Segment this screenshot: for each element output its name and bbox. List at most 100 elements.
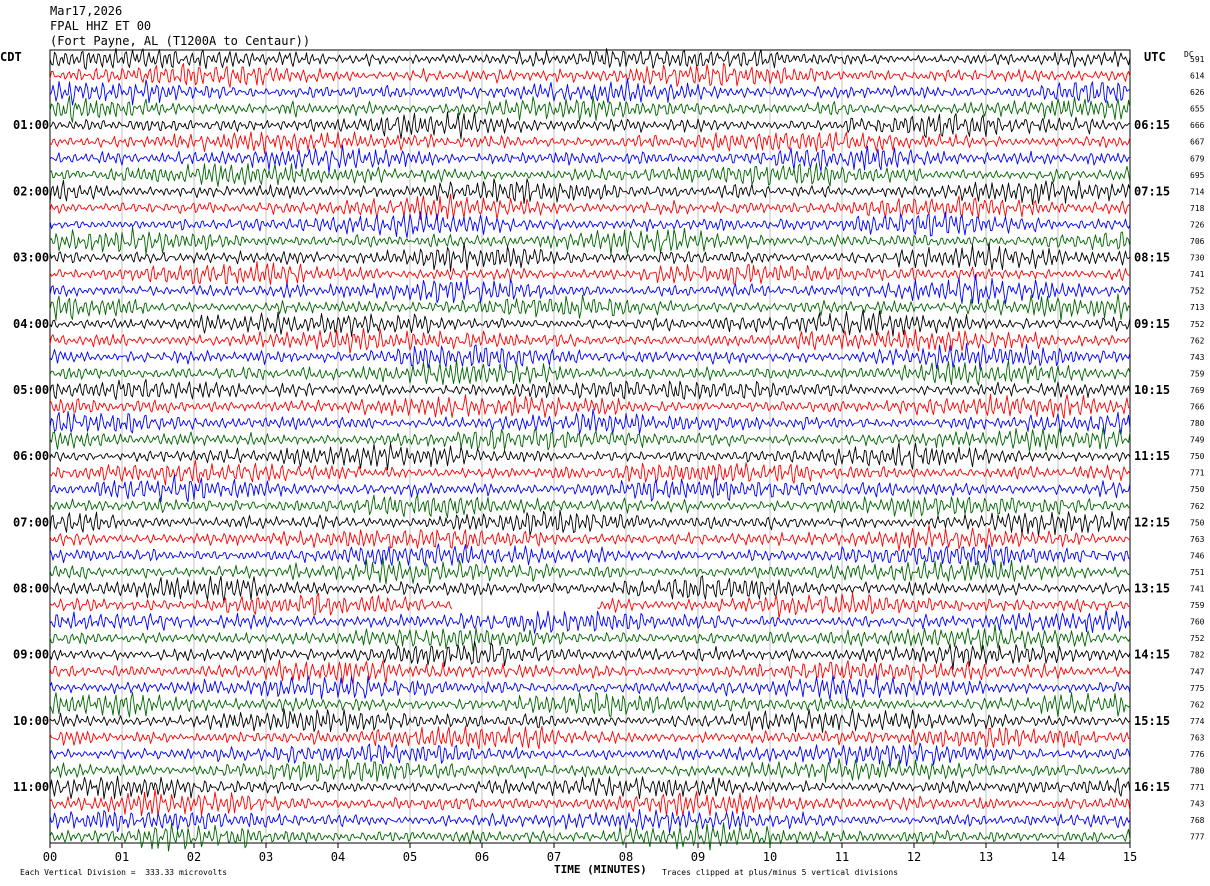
seismic-trace [49, 557, 1131, 585]
x-tick-label: 14 [1051, 850, 1065, 864]
x-tick-label: 15 [1123, 850, 1137, 864]
left-time-label: 04:00 [13, 317, 49, 331]
seismic-trace [49, 609, 1131, 634]
seismic-trace [49, 62, 1131, 88]
dc-offset-label: 591 [1190, 55, 1205, 64]
right-time-label: 11:15 [1134, 449, 1170, 463]
seismic-trace [49, 162, 1131, 187]
dc-header-label: DC [1184, 50, 1194, 59]
seismic-trace [49, 242, 1131, 272]
seismic-trace [49, 261, 1131, 286]
right-time-label: 13:15 [1134, 582, 1170, 596]
dc-offset-label: 759 [1190, 369, 1205, 378]
dc-offset-label: 771 [1190, 783, 1205, 792]
seismic-trace [49, 673, 1131, 701]
right-time-label: 12:15 [1134, 515, 1170, 529]
seismic-trace [49, 144, 1131, 174]
dc-offset-label: 780 [1190, 767, 1205, 776]
seismic-trace [49, 131, 1131, 154]
seismic-trace [49, 273, 1131, 305]
left-time-label: 11:00 [13, 780, 49, 794]
seismic-trace [49, 742, 1131, 769]
dc-offset-label: 713 [1190, 303, 1205, 312]
seismic-trace [49, 788, 1131, 817]
seismic-trace [49, 95, 1131, 123]
dc-offset-label: 706 [1190, 237, 1205, 246]
left-time-label: 07:00 [13, 515, 49, 529]
seismic-trace [49, 708, 1131, 733]
right-time-label: 14:15 [1134, 648, 1170, 662]
dc-offset-label: 749 [1190, 436, 1205, 445]
seismic-trace [49, 494, 1131, 519]
x-tick-label: 13 [979, 850, 993, 864]
dc-offset-label: 769 [1190, 386, 1205, 395]
x-tick-label: 06 [475, 850, 489, 864]
dc-offset-label: 626 [1190, 88, 1205, 97]
dc-offset-label: 747 [1190, 667, 1205, 676]
dc-offset-label: 763 [1190, 733, 1205, 742]
dc-offset-label: 776 [1190, 750, 1205, 759]
dc-offset-label: 718 [1190, 204, 1205, 213]
x-tick-label: 04 [331, 850, 345, 864]
header-location: (Fort Payne, AL (T1200A to Centaur)) [50, 34, 311, 48]
seismic-trace [49, 808, 1131, 834]
clip-note: Traces clipped at plus/minus 5 vertical … [662, 868, 899, 877]
x-tick-label: 08 [619, 850, 633, 864]
dc-offset-label: 762 [1190, 502, 1205, 511]
right-time-label: 16:15 [1134, 780, 1170, 794]
right-time-label: 08:15 [1134, 251, 1170, 265]
dc-offset-label: 760 [1190, 618, 1205, 627]
header-station: FPAL HHZ ET 00 [50, 19, 152, 33]
dc-offset-label: 746 [1190, 551, 1205, 560]
seismic-trace [49, 427, 1131, 452]
seismic-trace [49, 592, 1131, 619]
seismic-trace [49, 111, 1131, 140]
x-tick-label: 09 [691, 850, 705, 864]
seismic-trace [49, 343, 1131, 371]
seismic-trace [49, 358, 1131, 386]
seismic-trace [49, 758, 1131, 783]
seismic-trace [49, 328, 1131, 354]
dc-offset-label: 782 [1190, 651, 1205, 660]
dc-offset-label: 777 [1190, 833, 1205, 842]
left-time-label: 03:00 [13, 251, 49, 265]
seismic-trace [49, 822, 1131, 852]
seismic-trace [49, 509, 1131, 537]
seismic-trace [49, 543, 1131, 566]
seismic-trace [49, 474, 1131, 503]
dc-offset-label: 771 [1190, 469, 1205, 478]
seismic-trace [49, 78, 1131, 106]
dc-offset-label: 750 [1190, 518, 1205, 527]
seismic-trace [49, 575, 1131, 604]
left-time-label: 05:00 [13, 383, 49, 397]
dc-offset-label: 695 [1190, 171, 1205, 180]
seismic-trace [49, 193, 1131, 221]
dc-offset-label: 750 [1190, 485, 1205, 494]
x-tick-label: 12 [907, 850, 921, 864]
seismic-trace [49, 624, 1131, 654]
left-time-label: 09:00 [13, 648, 49, 662]
dc-offset-label: 759 [1190, 601, 1205, 610]
seismic-trace [49, 640, 1131, 670]
dc-offset-label: 743 [1190, 353, 1205, 362]
right-time-label: 09:15 [1134, 317, 1170, 331]
seismic-trace [49, 293, 1131, 321]
dc-offset-label: 714 [1190, 187, 1205, 196]
seismic-trace [49, 775, 1131, 800]
x-tick-label: 10 [763, 850, 777, 864]
dc-offset-label: 752 [1190, 320, 1205, 329]
dc-offset-label: 775 [1190, 684, 1205, 693]
right-time-label: 06:15 [1134, 118, 1170, 132]
header-date: Mar17,2026 [50, 4, 123, 18]
seismic-trace [49, 378, 1131, 401]
seismic-trace [49, 725, 1131, 750]
seismic-trace [49, 659, 1131, 685]
dc-offset-label: 741 [1190, 585, 1205, 594]
left-time-label: 02:00 [13, 184, 49, 198]
left-time-label: 10:00 [13, 714, 49, 728]
dc-offset-label: 768 [1190, 816, 1205, 825]
dc-offset-label: 726 [1190, 220, 1205, 229]
seismic-trace [49, 691, 1131, 718]
seismic-trace [49, 524, 1131, 552]
